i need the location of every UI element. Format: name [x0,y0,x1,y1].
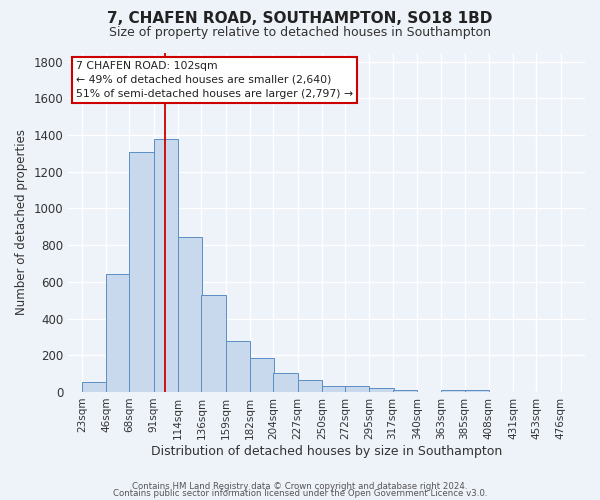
Text: Size of property relative to detached houses in Southampton: Size of property relative to detached ho… [109,26,491,39]
Bar [106,274,131,392]
Y-axis label: Number of detached properties: Number of detached properties [15,129,28,315]
Bar [82,382,106,392]
Text: 7 CHAFEN ROAD: 102sqm
← 49% of detached houses are smaller (2,640)
51% of semi-d: 7 CHAFEN ROAD: 102sqm ← 49% of detached … [76,61,353,99]
Bar [322,386,346,392]
Bar [226,342,250,392]
Bar [178,237,202,392]
Bar [298,380,322,392]
Bar [250,358,274,392]
Bar [345,386,370,392]
Text: Contains public sector information licensed under the Open Government Licence v3: Contains public sector information licen… [113,490,487,498]
Bar [202,294,226,392]
Bar [154,138,178,392]
Bar [441,390,466,392]
Bar [273,372,298,392]
Bar [464,390,489,392]
Text: 7, CHAFEN ROAD, SOUTHAMPTON, SO18 1BD: 7, CHAFEN ROAD, SOUTHAMPTON, SO18 1BD [107,11,493,26]
Bar [392,390,417,392]
X-axis label: Distribution of detached houses by size in Southampton: Distribution of detached houses by size … [151,444,502,458]
Bar [370,388,394,392]
Bar [130,152,154,392]
Text: Contains HM Land Registry data © Crown copyright and database right 2024.: Contains HM Land Registry data © Crown c… [132,482,468,491]
